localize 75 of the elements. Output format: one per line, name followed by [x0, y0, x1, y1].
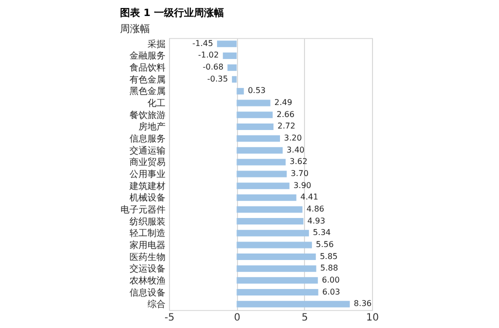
y-tick-label: 建筑建材: [128, 180, 166, 192]
chart-title: 图表 1 一级行业周涨幅: [120, 7, 224, 19]
data-label: 5.85: [320, 252, 338, 261]
y-tick-label: 公用事业: [130, 169, 166, 180]
bar: [236, 194, 296, 201]
y-tick-label: 交通运输: [130, 145, 166, 156]
bar: [236, 206, 302, 213]
y-tick-label: 商业贸易: [130, 157, 166, 168]
bar: [236, 230, 309, 236]
bar: [222, 52, 237, 59]
bar: [236, 289, 318, 296]
y-tick-label: 黑色金属: [130, 86, 166, 98]
bar: [217, 40, 237, 48]
data-label: 4.41: [300, 192, 318, 202]
bar: [227, 64, 237, 71]
data-label: 3.70: [290, 169, 309, 178]
data-label: 0.53: [248, 86, 266, 96]
bar: [236, 112, 273, 118]
data-label: -1.02: [198, 50, 219, 60]
data-label: 5.56: [316, 240, 334, 249]
y-tick-label: 食品饮料: [130, 62, 166, 74]
x-tick-label: -5: [164, 312, 174, 324]
x-tick-label: 5: [302, 312, 308, 324]
bar: [236, 300, 350, 308]
x-tick-label: 0: [234, 312, 240, 324]
bar: [236, 158, 286, 166]
y-tick-label: 交运设备: [130, 264, 166, 275]
bar: [236, 123, 274, 130]
data-label: 6.03: [322, 287, 340, 296]
data-label: -1.45: [192, 38, 214, 48]
y-tick-label: 纺织服装: [130, 216, 166, 228]
y-tick-label: 化工: [148, 98, 166, 110]
y-tick-label: 医药生物: [130, 252, 166, 263]
data-label: 6.00: [322, 275, 340, 284]
bar: [236, 218, 304, 225]
data-label: 4.93: [307, 216, 326, 226]
y-tick-label: 餐饮旅游: [130, 110, 166, 121]
y-tick-label: 房地产: [138, 122, 166, 133]
bar: [236, 147, 283, 154]
y-tick-label: 信息设备: [130, 287, 166, 298]
y-tick-label: 轻工制造: [130, 228, 166, 240]
bar: [232, 76, 237, 83]
y-tick-label: 有色金属: [130, 74, 166, 86]
data-label: 3.20: [284, 134, 302, 143]
y-tick-label: 综合: [148, 299, 166, 310]
y-tick-label: 机械设备: [130, 192, 166, 204]
bar: [236, 277, 318, 284]
bar: [236, 242, 312, 248]
data-label: 3.40: [286, 145, 304, 154]
y-tick-label: 信息服务: [130, 134, 166, 145]
data-label: 2.49: [274, 98, 292, 108]
y-tick-label: 采掘: [148, 38, 166, 50]
bar: [236, 254, 316, 260]
data-label: 5.34: [312, 228, 331, 238]
bar: [236, 135, 280, 142]
y-tick-label: 农林牧渔: [130, 275, 166, 286]
data-label: 5.88: [320, 264, 338, 273]
data-label: -0.68: [202, 62, 224, 72]
x-tick-label: 10: [366, 312, 379, 324]
bar: [236, 170, 287, 178]
bar: [236, 88, 244, 94]
bar: [236, 100, 270, 106]
chart-subtitle: 周涨幅: [120, 23, 150, 35]
bar: [236, 265, 316, 272]
data-label: -0.35: [207, 74, 228, 84]
y-tick-label: 电子元器件: [120, 204, 166, 216]
data-label: 4.86: [306, 204, 324, 214]
data-label: 2.66: [276, 110, 294, 119]
data-label: 3.90: [293, 180, 312, 190]
data-label: 8.36: [354, 299, 372, 308]
y-tick-label: 金融服务: [130, 50, 166, 62]
y-tick-label: 家用电器: [130, 240, 166, 251]
data-label: 2.72: [277, 122, 296, 131]
bar: [236, 182, 290, 190]
data-label: 3.62: [290, 157, 308, 166]
